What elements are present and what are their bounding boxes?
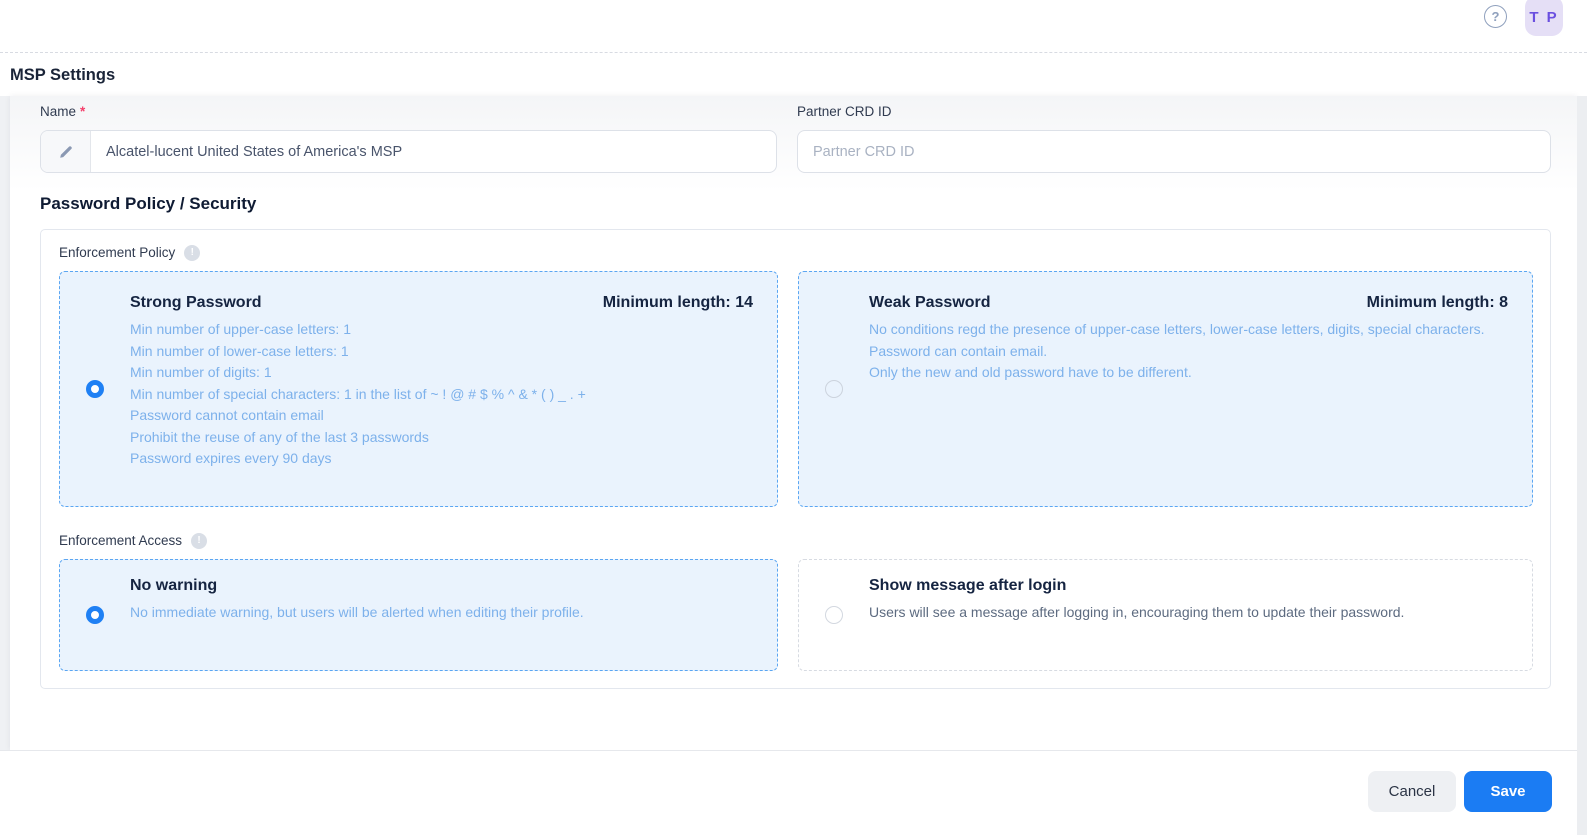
weak-password-body: Weak Password Minimum length: 8 No condi… (869, 272, 1508, 506)
weak-password-head: Weak Password Minimum length: 8 (869, 294, 1508, 312)
enforcement-policy-label: Enforcement Policy ! (59, 244, 1533, 261)
info-icon[interactable]: ! (184, 244, 201, 261)
no-warning-card[interactable]: No warning No immediate warning, but use… (59, 559, 778, 671)
strong-password-radio[interactable] (86, 380, 104, 398)
page-title: MSP Settings (10, 65, 116, 84)
show-message-description: Users will see a message after logging i… (869, 604, 1405, 620)
strong-password-title: Strong Password (130, 294, 262, 311)
access-cards-row: No warning No immediate warning, but use… (59, 559, 1533, 671)
strong-password-card[interactable]: Strong Password Minimum length: 14 Min n… (59, 271, 778, 507)
policy-rule: Only the new and old password have to be… (869, 364, 1192, 380)
enforcement-access-label-text: Enforcement Access (59, 533, 183, 548)
no-warning-title: No warning (130, 577, 218, 594)
security-section-title: Password Policy / Security (40, 194, 257, 213)
footer-bar: Cancel Save (0, 750, 1577, 835)
form-fields-row: Name * Partner CRD ID (40, 103, 1551, 173)
cancel-button[interactable]: Cancel (1368, 771, 1456, 812)
no-warning-description: No immediate warning, but users will be … (130, 604, 584, 620)
required-marker: * (80, 104, 86, 119)
show-message-title: Show message after login (869, 577, 1067, 594)
weak-password-radio-col (799, 272, 869, 506)
enforcement-policy-label-text: Enforcement Policy (59, 245, 176, 260)
name-field-group: Name * (40, 103, 777, 173)
save-button[interactable]: Save (1464, 771, 1552, 812)
policy-rule: Min number of digits: 1 (130, 364, 272, 380)
vertical-scrollbar[interactable] (1577, 96, 1587, 835)
name-input[interactable] (91, 131, 776, 172)
weak-password-title: Weak Password (869, 294, 991, 311)
name-input-prefix (41, 131, 91, 172)
main-area: Name * Partner CRD ID (0, 96, 1577, 750)
no-warning-radio-col (60, 560, 130, 670)
strong-password-head: Strong Password Minimum length: 14 (130, 294, 753, 312)
enforcement-access-label: Enforcement Access ! (59, 532, 1533, 549)
show-message-body: Show message after login Users will see … (869, 560, 1508, 670)
policy-rule: Min number of lower-case letters: 1 (130, 342, 349, 359)
show-message-radio[interactable] (825, 606, 843, 624)
strong-password-radio-col (60, 272, 130, 506)
settings-panel: Name * Partner CRD ID (10, 96, 1577, 750)
strong-password-body: Strong Password Minimum length: 14 Min n… (130, 272, 753, 506)
weak-password-radio[interactable] (825, 380, 843, 398)
no-warning-body: No warning No immediate warning, but use… (130, 560, 753, 670)
pencil-icon (59, 145, 72, 158)
partner-crd-input-wrap (797, 130, 1551, 173)
policy-rule: Password expires every 90 days (130, 450, 332, 466)
policy-rule: No conditions regd the presence of upper… (869, 321, 1485, 337)
strong-password-min-length: Minimum length: 14 (602, 294, 753, 311)
partner-crd-label: Partner CRD ID (797, 103, 1551, 120)
no-warning-head: No warning (130, 577, 753, 595)
policy-rule: Min number of special characters: 1 in t… (130, 385, 586, 402)
partner-crd-label-text: Partner CRD ID (797, 104, 892, 119)
no-warning-radio[interactable] (86, 606, 104, 624)
show-message-head: Show message after login (869, 577, 1508, 595)
top-bar: ? T P (0, 0, 1587, 53)
policy-cards-row: Strong Password Minimum length: 14 Min n… (59, 271, 1533, 507)
title-bar: MSP Settings (0, 54, 1587, 96)
policy-rule: Password can contain email. (869, 342, 1048, 359)
name-label-text: Name (40, 104, 77, 119)
help-icon[interactable]: ? (1484, 5, 1507, 28)
partner-crd-field-group: Partner CRD ID (797, 103, 1551, 173)
top-bar-actions: ? T P (1484, 0, 1563, 53)
policy-rule: Password cannot contain email (130, 407, 324, 423)
password-policy-container: Enforcement Policy ! Strong Password Min… (40, 229, 1551, 689)
weak-password-card[interactable]: Weak Password Minimum length: 8 No condi… (798, 271, 1533, 507)
show-message-card[interactable]: Show message after login Users will see … (798, 559, 1533, 671)
name-label: Name * (40, 103, 777, 120)
show-message-radio-col (799, 560, 869, 670)
info-icon[interactable]: ! (191, 532, 208, 549)
partner-crd-input[interactable] (798, 131, 1550, 172)
avatar[interactable]: T P (1525, 0, 1563, 36)
policy-rule: Min number of upper-case letters: 1 (130, 321, 351, 337)
policy-rule: Prohibit the reuse of any of the last 3 … (130, 428, 429, 445)
weak-password-min-length: Minimum length: 8 (1366, 294, 1508, 311)
name-input-wrap (40, 130, 777, 173)
